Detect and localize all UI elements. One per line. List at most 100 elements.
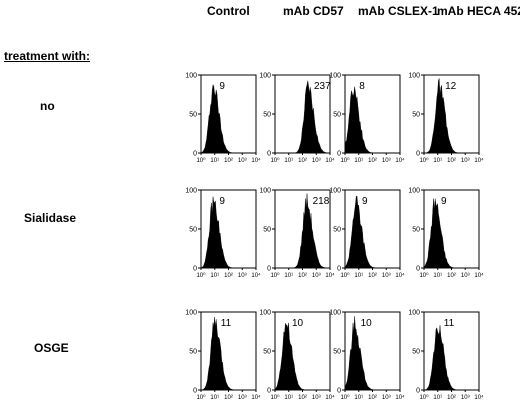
mean-fluorescence-value: 218 xyxy=(313,196,330,207)
x-tick-label: 10³ xyxy=(238,395,247,401)
x-tick-label: 10¹ xyxy=(433,395,442,401)
y-tick-label: 100 xyxy=(185,73,197,80)
x-tick-label: 10⁴ xyxy=(325,157,335,164)
mean-fluorescence-value: 12 xyxy=(445,81,457,92)
histogram-distribution xyxy=(423,325,479,391)
x-tick-label: 10¹ xyxy=(284,395,293,401)
x-tick-label: 10¹ xyxy=(210,273,219,279)
y-tick-label: 100 xyxy=(408,73,420,80)
y-tick-label: 100 xyxy=(259,310,271,317)
x-tick-label: 10⁰ xyxy=(196,272,206,279)
mean-fluorescence-value: 9 xyxy=(219,196,225,207)
y-tick-label: 0 xyxy=(193,388,197,395)
mean-fluorescence-value: 11 xyxy=(444,318,455,329)
histogram-distribution xyxy=(200,84,256,154)
x-tick-label: 10⁰ xyxy=(419,394,429,401)
x-tick-label: 10³ xyxy=(461,395,470,401)
x-tick-label: 10⁴ xyxy=(474,272,484,279)
x-tick-label: 10⁰ xyxy=(340,157,350,164)
x-tick-label: 10² xyxy=(224,273,233,279)
y-tick-label: 50 xyxy=(189,349,197,356)
x-tick-label: 10⁴ xyxy=(251,394,261,401)
y-tick-label: 50 xyxy=(189,227,197,234)
row-label-osge: OSGE xyxy=(34,341,69,355)
x-tick-label: 10¹ xyxy=(284,158,293,164)
y-tick-label: 100 xyxy=(329,188,341,195)
x-tick-label: 10³ xyxy=(312,158,321,164)
mean-fluorescence-value: 10 xyxy=(292,318,304,329)
x-tick-label: 10⁴ xyxy=(325,394,335,401)
column-header-heca452: mAb HECA 452 xyxy=(437,4,520,18)
y-tick-label: 100 xyxy=(329,310,341,317)
x-tick-label: 10⁴ xyxy=(474,157,484,164)
y-tick-label: 0 xyxy=(193,266,197,273)
x-tick-label: 10⁴ xyxy=(325,272,335,279)
histogram-distribution xyxy=(344,86,400,154)
x-tick-label: 10³ xyxy=(382,395,391,401)
y-tick-label: 0 xyxy=(267,388,271,395)
x-tick-label: 10² xyxy=(224,158,233,164)
histogram-distribution xyxy=(274,322,330,391)
x-tick-label: 10¹ xyxy=(433,273,442,279)
x-tick-label: 10³ xyxy=(382,158,391,164)
x-tick-label: 10⁴ xyxy=(395,157,405,164)
histogram-distribution xyxy=(275,193,330,269)
mean-fluorescence-value: 237 xyxy=(314,81,331,92)
treatment-label: treatment with: xyxy=(4,49,91,63)
y-tick-label: 100 xyxy=(259,188,271,195)
y-tick-label: 100 xyxy=(185,188,197,195)
y-tick-label: 100 xyxy=(185,310,197,317)
x-tick-label: 10⁴ xyxy=(474,394,484,401)
mean-fluorescence-value: 10 xyxy=(361,318,373,329)
x-tick-label: 10² xyxy=(447,273,456,279)
x-tick-label: 10³ xyxy=(238,273,247,279)
x-tick-label: 10⁰ xyxy=(419,157,429,164)
x-tick-label: 10³ xyxy=(461,158,470,164)
y-tick-label: 100 xyxy=(329,73,341,80)
y-tick-label: 50 xyxy=(263,227,271,234)
x-tick-label: 10² xyxy=(368,273,377,279)
x-tick-label: 10³ xyxy=(238,158,247,164)
y-tick-label: 50 xyxy=(263,112,271,119)
histogram-distribution xyxy=(344,195,400,269)
y-tick-label: 0 xyxy=(337,388,341,395)
x-tick-label: 10⁰ xyxy=(196,157,206,164)
x-tick-label: 10⁰ xyxy=(340,394,350,401)
y-tick-label: 50 xyxy=(189,112,197,119)
y-tick-label: 0 xyxy=(193,151,197,158)
x-tick-label: 10³ xyxy=(461,273,470,279)
column-header-control: Control xyxy=(207,4,250,18)
x-tick-label: 10⁰ xyxy=(340,272,350,279)
x-tick-label: 10² xyxy=(298,395,307,401)
x-tick-label: 10¹ xyxy=(210,395,219,401)
mean-fluorescence-value: 11 xyxy=(221,318,232,329)
x-tick-label: 10³ xyxy=(382,273,391,279)
y-tick-label: 50 xyxy=(412,349,420,356)
y-tick-label: 0 xyxy=(416,388,420,395)
x-tick-label: 10⁴ xyxy=(395,394,405,401)
column-header-cd57: mAb CD57 xyxy=(283,4,344,18)
x-tick-label: 10² xyxy=(224,395,233,401)
x-tick-label: 10⁰ xyxy=(196,394,206,401)
y-tick-label: 0 xyxy=(337,266,341,273)
x-tick-label: 10⁴ xyxy=(395,272,405,279)
y-tick-label: 0 xyxy=(416,266,420,273)
histogram-distribution xyxy=(275,80,330,154)
column-header-cslex1: mAb CSLEX-1 xyxy=(358,4,439,18)
x-tick-label: 10¹ xyxy=(354,395,363,401)
x-tick-label: 10⁰ xyxy=(270,272,280,279)
x-tick-label: 10¹ xyxy=(354,158,363,164)
y-tick-label: 0 xyxy=(416,151,420,158)
y-tick-label: 100 xyxy=(408,310,420,317)
y-tick-label: 50 xyxy=(412,112,420,119)
x-tick-label: 10³ xyxy=(312,395,321,401)
